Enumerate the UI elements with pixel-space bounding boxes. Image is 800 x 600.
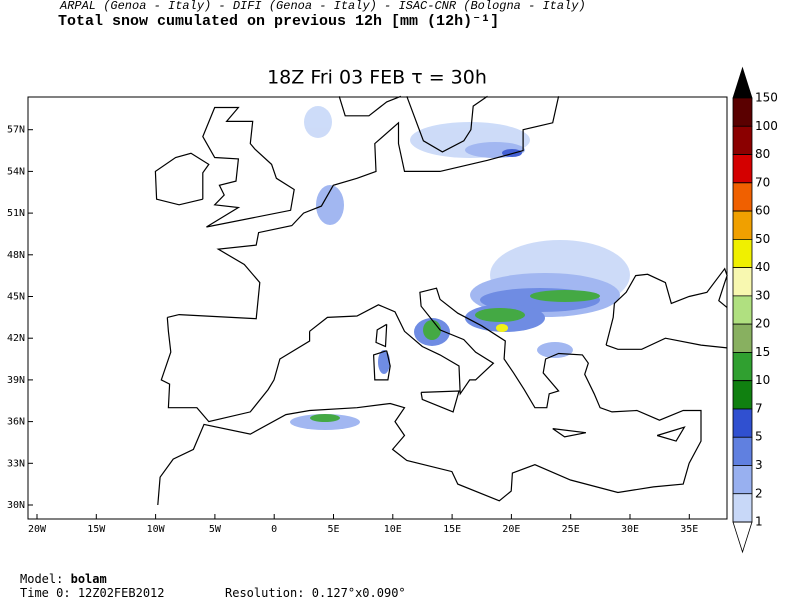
lat-label: 39N xyxy=(7,375,25,386)
coastline xyxy=(406,95,488,153)
colorbar-swatch xyxy=(732,238,753,269)
map-title: 18Z Fri 03 FEB τ = 30h xyxy=(267,67,487,89)
colorbar-label: 80 xyxy=(755,147,770,161)
colorbar-label: 5 xyxy=(755,430,763,444)
map-frame xyxy=(27,96,728,520)
coastline xyxy=(552,428,587,438)
lat-label: 33N xyxy=(7,458,25,469)
coastline xyxy=(167,96,560,320)
coastline xyxy=(605,267,728,346)
snow-patch xyxy=(530,290,600,302)
lat-label: 48N xyxy=(7,250,25,261)
colorbar-label: 30 xyxy=(755,288,770,302)
lon-label: 10W xyxy=(147,524,166,535)
snow-patch xyxy=(475,308,525,322)
colorbar-swatch xyxy=(732,154,753,184)
figure-title: Total snow cumulated on previous 12h [mm… xyxy=(58,13,499,30)
colorbar-swatch xyxy=(732,493,753,523)
coastline xyxy=(605,337,728,350)
colorbar-swatch xyxy=(732,323,753,353)
colorbar-swatch xyxy=(732,125,753,155)
lon-label: 10E xyxy=(384,524,402,535)
coastline xyxy=(656,426,686,442)
colorbar-label: 20 xyxy=(755,317,770,331)
colorbar-swatch xyxy=(732,436,753,466)
colorbar-swatch xyxy=(732,66,753,99)
axis-labels: 30N 33N 36N 39N 42N 45N 48N 51N 54N 57N 20W 15W 10W 5… xyxy=(7,125,698,535)
snow-patch xyxy=(310,414,340,422)
colorbar-swatch xyxy=(732,267,753,297)
lon-label: 35E xyxy=(680,524,698,535)
lat-label: 45N xyxy=(7,292,25,303)
colorbar-swatch xyxy=(732,408,753,438)
lat-label: 36N xyxy=(7,417,25,428)
lon-label: 0 xyxy=(271,524,277,535)
colorbar-label: 150 xyxy=(755,91,778,105)
lon-label: 20W xyxy=(28,524,47,535)
colorbar-label: 70 xyxy=(755,175,770,189)
colorbar-label: 50 xyxy=(755,232,770,246)
lon-label: 15E xyxy=(443,524,461,535)
colorbar-swatch xyxy=(732,210,753,240)
footer-time: Time 0: 12Z02FEB2012 Resolution: 0.127°x0… xyxy=(20,586,406,600)
coastline xyxy=(420,390,460,413)
colorbar-label: 60 xyxy=(755,204,770,218)
time-value: 12Z02FEB2012 xyxy=(78,586,165,600)
colorbar-label: 10 xyxy=(755,373,770,387)
coastline xyxy=(157,287,702,506)
colorbar-label: 7 xyxy=(755,401,763,415)
coastline xyxy=(375,323,388,348)
colorbar-swatch xyxy=(732,521,753,554)
colorbar-label: 2 xyxy=(755,486,763,500)
coastline xyxy=(372,350,391,381)
map-background xyxy=(28,97,727,519)
lon-label: 15W xyxy=(87,524,106,535)
colorbar-label: 3 xyxy=(755,458,763,472)
coastlines xyxy=(154,95,728,506)
colorbar-swatch xyxy=(732,465,753,495)
coastline xyxy=(160,317,311,423)
lon-label: 30E xyxy=(621,524,639,535)
colorbar-label: 1 xyxy=(755,515,763,529)
model-label: Model: xyxy=(20,572,63,586)
colorbar-swatch xyxy=(732,295,753,325)
credits: ARPAL (Genoa - Italy) - DIFI (Genoa - It… xyxy=(59,0,586,13)
resolution-label: Resolution: xyxy=(225,586,304,600)
coastline xyxy=(202,106,295,228)
snow-patch xyxy=(316,185,344,225)
resolution-value: 0.127°x0.090° xyxy=(312,586,406,600)
colorbar-swatch xyxy=(732,182,753,212)
lon-label: 25E xyxy=(562,524,580,535)
lat-label: 57N xyxy=(7,125,25,136)
snow-patch xyxy=(423,320,441,340)
snow-patch xyxy=(378,350,390,374)
colorbar-label: 100 xyxy=(755,119,778,133)
colorbar-swatch xyxy=(732,97,753,127)
colorbar-swatch xyxy=(732,380,753,410)
colorbar: 150 100 80 70 60 50 40 30 20 15 10 7 5 3 2 1 xyxy=(732,66,778,554)
lat-label: 51N xyxy=(7,208,25,219)
colorbar-label: 15 xyxy=(755,345,770,359)
snow-patch xyxy=(496,324,508,332)
snow-field xyxy=(290,106,630,430)
lat-label: 42N xyxy=(7,333,25,344)
snow-patch xyxy=(304,106,332,138)
model-name: bolam xyxy=(71,572,107,586)
lon-label: 5E xyxy=(327,524,339,535)
lon-label: 20E xyxy=(502,524,520,535)
coastline xyxy=(154,152,210,206)
colorbar-label: 40 xyxy=(755,260,770,274)
coastline xyxy=(338,95,402,117)
colorbar-swatch xyxy=(732,352,753,382)
lon-label: 5W xyxy=(209,524,222,535)
lat-label: 54N xyxy=(7,166,25,177)
time-label: Time 0: xyxy=(20,586,71,600)
map-area xyxy=(27,95,728,520)
lat-label: 30N xyxy=(7,500,25,511)
footer-model: Model: bolam xyxy=(20,572,107,586)
